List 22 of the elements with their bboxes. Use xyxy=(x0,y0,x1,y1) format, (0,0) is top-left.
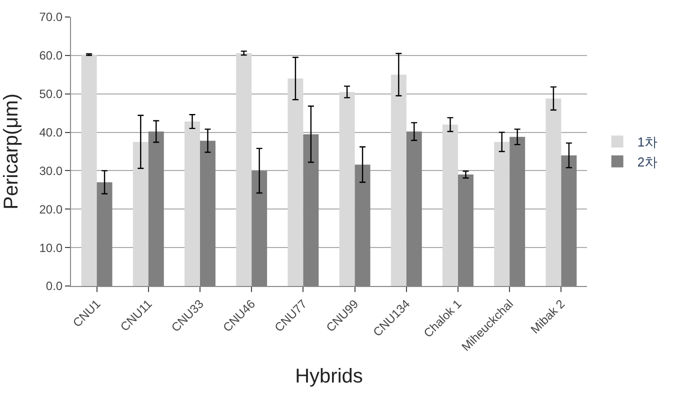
y-tick-label: 50.0 xyxy=(39,87,63,102)
y-axis-title: Pericarp(μm) xyxy=(0,94,23,210)
y-tick-label: 70.0 xyxy=(39,10,63,24)
legend-label: 2차 xyxy=(637,154,658,170)
x-axis-title: Hybrids xyxy=(295,365,363,388)
bar xyxy=(236,53,252,286)
y-tick-label: 40.0 xyxy=(39,125,63,140)
bar xyxy=(81,54,97,286)
bar xyxy=(184,122,200,286)
bar xyxy=(390,74,406,286)
bar xyxy=(339,92,355,286)
y-tick-label: 0.0 xyxy=(46,279,63,294)
bar xyxy=(494,142,510,286)
bar xyxy=(132,142,148,286)
y-tick-label: 20.0 xyxy=(39,202,63,216)
legend-label: 1차 xyxy=(637,134,658,150)
y-tick-label: 30.0 xyxy=(39,164,63,178)
y-tick-label: 10.0 xyxy=(39,240,63,255)
bar xyxy=(442,124,458,286)
bar xyxy=(546,98,562,286)
bar xyxy=(288,78,304,286)
y-tick-label: 60.0 xyxy=(39,48,63,63)
